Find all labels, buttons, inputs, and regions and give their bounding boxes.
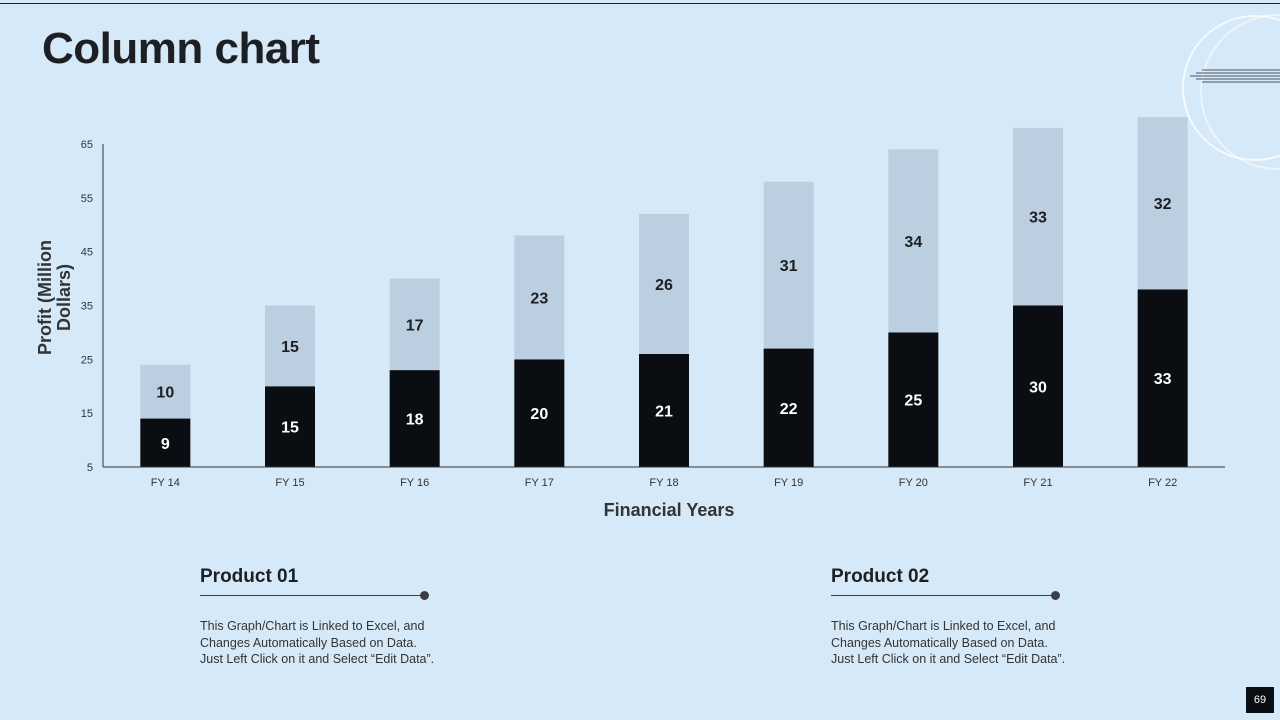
x-axis-ticks: FY 14 FY 15 FY 16 FY 17 FY 18 FY 19 FY 20 FY 21… — [151, 477, 1177, 489]
y-tick-label: 45 — [81, 247, 93, 259]
bar-segment-series-2 — [639, 213, 689, 354]
y-tick-label: 5 — [87, 462, 93, 474]
data-label: 21 — [655, 403, 673, 420]
bar-segment-series-1 — [888, 332, 939, 467]
data-label: 34 — [904, 234, 922, 251]
product-01-rule — [200, 591, 429, 600]
data-label: 26 — [655, 277, 673, 294]
product-01-title: Product 01 — [200, 566, 299, 587]
page-number: 69 — [1246, 687, 1274, 713]
data-label: 15 — [281, 420, 299, 437]
bar-segment-series-2 — [763, 181, 814, 349]
y-tick-label: 55 — [81, 193, 93, 205]
bar-segment-series-2 — [1137, 117, 1188, 290]
bar-segment-series-1 — [514, 359, 565, 467]
x-tick-label: FY 15 — [275, 477, 304, 489]
data-label: 25 — [904, 393, 922, 410]
bar-segment-series-2 — [389, 278, 440, 371]
data-label: 22 — [780, 401, 798, 418]
x-tick-label: FY 19 — [774, 477, 803, 489]
data-label: 18 — [406, 412, 424, 429]
bar-segment-series-1 — [763, 348, 814, 467]
bar-segment-series-2 — [265, 305, 315, 387]
y-axis-title: Profit (MillionDollars) — [35, 240, 74, 355]
bar-segment-series-1 — [1137, 289, 1188, 467]
product-01-description: This Graph/Chart is Linked to Excel, and… — [200, 619, 435, 666]
x-tick-label: FY 21 — [1023, 477, 1052, 489]
x-tick-label: FY 22 — [1148, 477, 1177, 489]
stacked-column-chart: 5 15 25 35 45 55 65 9 10 15 15 18 17 20 23 21 26 22 31 25 3… — [35, 117, 1225, 520]
x-tick-label: FY 18 — [649, 477, 678, 489]
product-02-title: Product 02 — [831, 566, 930, 587]
product-02-description: This Graph/Chart is Linked to Excel, and… — [831, 619, 1066, 666]
top-border-line — [0, 3, 1280, 4]
data-label: 9 — [161, 436, 170, 453]
bar-segment-series-2 — [1013, 127, 1063, 306]
y-tick-label: 25 — [81, 354, 93, 366]
data-label: 17 — [406, 317, 424, 334]
x-tick-label: FY 14 — [151, 477, 180, 489]
data-label: 15 — [281, 339, 299, 356]
x-tick-label: FY 16 — [400, 477, 429, 489]
chart-bars: 9 10 15 15 18 17 20 23 21 26 22 31 25 34 30 33 33 32 — [140, 117, 1188, 467]
bar-segment-series-1 — [389, 370, 440, 467]
product-01-block: Product 01 This Graph/Chart is Linked to… — [200, 566, 460, 668]
y-tick-label: 15 — [81, 408, 93, 420]
bar-segment-series-1 — [1013, 305, 1063, 467]
product-02-rule — [831, 591, 1060, 600]
x-tick-label: FY 20 — [899, 477, 928, 489]
data-label: 32 — [1154, 196, 1172, 213]
x-axis-title: Financial Years — [604, 500, 735, 520]
product-01-dot — [420, 591, 429, 600]
data-label: 10 — [156, 385, 174, 402]
y-axis-ticks: 5 15 25 35 45 55 65 — [81, 139, 93, 474]
y-tick-label: 65 — [81, 139, 93, 151]
data-label: 31 — [780, 258, 798, 275]
page-title: Column chart — [42, 24, 320, 73]
product-02-block: Product 02 This Graph/Chart is Linked to… — [831, 566, 1091, 668]
bar-segment-series-1 — [639, 353, 689, 467]
y-tick-label: 35 — [81, 301, 93, 313]
product-02-dot — [1051, 591, 1060, 600]
data-label: 23 — [530, 290, 548, 307]
bar-segment-series-1 — [140, 418, 191, 467]
bar-segment-series-2 — [514, 235, 565, 360]
bar-segment-series-1 — [265, 386, 315, 467]
data-label: 20 — [530, 406, 548, 423]
bar-segment-series-2 — [140, 364, 191, 419]
data-label: 33 — [1029, 210, 1047, 227]
decorative-circles — [1182, 14, 1280, 170]
data-label: 33 — [1154, 371, 1172, 388]
bar-segment-series-2 — [888, 149, 939, 333]
data-label: 30 — [1029, 379, 1047, 396]
x-tick-label: FY 17 — [525, 477, 554, 489]
y-axis-title-text: Profit (MillionDollars) — [35, 240, 74, 355]
